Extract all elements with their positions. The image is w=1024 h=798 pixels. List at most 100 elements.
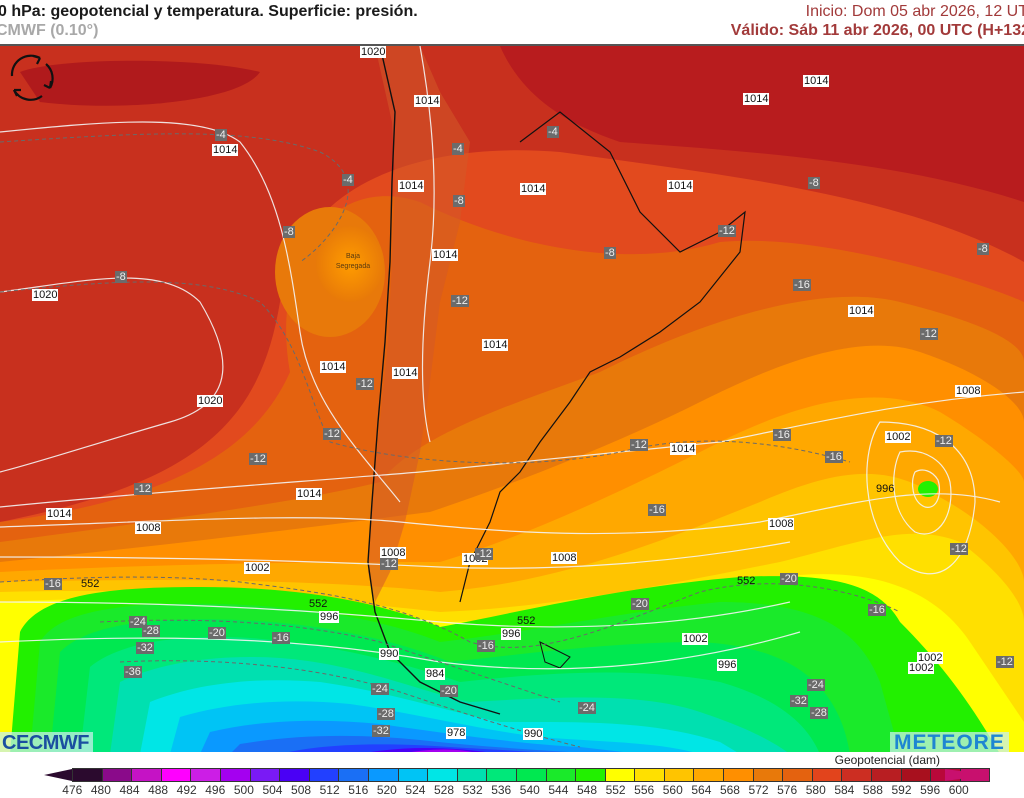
isotherm-label: -16: [868, 604, 886, 616]
legend-tick: 540: [519, 783, 540, 797]
legend-tick: 536: [491, 783, 512, 797]
model-name: CMWF (0.10°): [0, 22, 99, 39]
isotherm-label: -12: [475, 548, 493, 560]
isotherm-label: -12: [380, 558, 398, 570]
legend-swatch: [102, 768, 133, 782]
legend-tick: 572: [748, 783, 769, 797]
legend-swatch: [250, 768, 281, 782]
legend-tick: 504: [262, 783, 283, 797]
isobar-label: 1014: [392, 367, 419, 379]
legend-tick: 560: [662, 783, 683, 797]
legend-swatch: [605, 768, 636, 782]
isotherm-label: -16: [272, 632, 290, 644]
isobar-label: 1014: [520, 183, 547, 195]
cut-off-low-label-line2: Segregada: [335, 263, 371, 270]
isobar-label: 1014: [320, 361, 347, 373]
map-header: 0 hPa: geopotencial y temperatura. Super…: [0, 0, 1024, 44]
isotherm-label: -4: [342, 174, 354, 186]
isotherm-label: -4: [452, 143, 464, 155]
legend-tick: 552: [605, 783, 626, 797]
isotherm-label: -28: [377, 708, 395, 720]
legend-swatch: [872, 768, 902, 782]
legend-tick: 488: [148, 783, 169, 797]
legend-tick: 476: [62, 783, 83, 797]
legend-tick: 588: [862, 783, 883, 797]
legend-tick: 496: [205, 783, 226, 797]
isobar-label: 1008: [551, 552, 578, 564]
isotherm-label: -12: [996, 656, 1014, 668]
isobar-label: 1002: [885, 431, 912, 443]
isobar-label: 1014: [296, 488, 323, 500]
legend-swatch: [132, 768, 162, 782]
isobar-label: 990: [523, 728, 544, 740]
isobar-label: 1014: [212, 144, 239, 156]
isobar-label: 1014: [670, 443, 697, 455]
legend-tick: 508: [291, 783, 312, 797]
isotherm-label: -24: [578, 702, 596, 714]
legend-tick: 484: [119, 783, 140, 797]
legend-tick: 528: [434, 783, 455, 797]
legend-swatch: [635, 768, 665, 782]
isobar-label: 978: [446, 727, 467, 739]
legend-tick: 580: [805, 783, 826, 797]
isobar-label: 1020: [197, 395, 224, 407]
legend-swatch: [812, 768, 843, 782]
isobar-label: 1002: [917, 652, 944, 664]
legend-swatch: [783, 768, 813, 782]
isotherm-label: -32: [136, 642, 154, 654]
legend-swatch: [664, 768, 695, 782]
isobar-label: 552: [737, 575, 756, 587]
isotherm-label: -20: [780, 573, 798, 585]
isobar-label: 1002: [908, 662, 935, 674]
legend-swatch: [72, 768, 103, 782]
legend-tick: 520: [376, 783, 397, 797]
legend-swatch: [191, 768, 221, 782]
isobar-label: 1014: [667, 180, 694, 192]
legend-swatch: [694, 768, 725, 782]
isobar-label: 1014: [743, 93, 770, 105]
isobar-label: 996: [717, 659, 738, 671]
isobar-label: 996: [501, 628, 522, 640]
legend-swatch: [546, 768, 577, 782]
isotherm-label: -16: [44, 578, 62, 590]
isotherm-label: -8: [453, 195, 465, 207]
legend-tick: 584: [834, 783, 855, 797]
legend-tick: 492: [176, 783, 197, 797]
isotherm-label: -12: [134, 483, 152, 495]
ecmwf-logo: CECMWF: [0, 732, 93, 754]
isobar-label: 552: [517, 615, 536, 627]
legend-tick: 532: [462, 783, 483, 797]
isotherm-label: -12: [630, 439, 648, 451]
init-time: Inicio: Dom 05 abr 2026, 12 UT: [805, 3, 1024, 20]
weather-map[interactable]: Baja Segregada 1020 1014 1014 1014 1014 1014 1…: [0, 44, 1024, 754]
isobar-label: 1002: [682, 633, 709, 645]
isobar-label: 1020: [32, 289, 59, 301]
isotherm-label: -8: [977, 243, 989, 255]
legend-color-bar: [72, 768, 991, 782]
legend-tick: 576: [777, 783, 798, 797]
legend-swatch: [842, 768, 873, 782]
isotherm-label: -16: [825, 451, 843, 463]
legend-swatch: [576, 768, 606, 782]
legend-tick: 568: [719, 783, 740, 797]
isobar-label: 1020: [360, 46, 387, 58]
isotherm-label: -20: [440, 685, 458, 697]
legend-swatch: [457, 768, 488, 782]
legend-swatch: [901, 768, 932, 782]
cut-off-low-label: Baja Segregada: [328, 252, 378, 272]
legend-ticks: 476 480 484 488 492 496 500 504 508 512 516 520 524 5…: [58, 783, 973, 797]
isotherm-label: -20: [208, 627, 226, 639]
legend-swatch: [753, 768, 784, 782]
isobar-label: 1008: [955, 385, 982, 397]
legend-tick: 592: [891, 783, 912, 797]
isotherm-label: -32: [372, 725, 390, 737]
map-title: 0 hPa: geopotencial y temperatura. Super…: [0, 3, 418, 20]
isobar-label: 552: [81, 578, 100, 590]
isotherm-label: -32: [790, 695, 808, 707]
isobar-label: 1014: [848, 305, 875, 317]
isotherm-label: -28: [142, 625, 160, 637]
isotherm-label: -20: [631, 598, 649, 610]
isotherm-label: -24: [371, 683, 389, 695]
isotherm-label: -12: [249, 453, 267, 465]
isobar-label: 552: [309, 598, 328, 610]
